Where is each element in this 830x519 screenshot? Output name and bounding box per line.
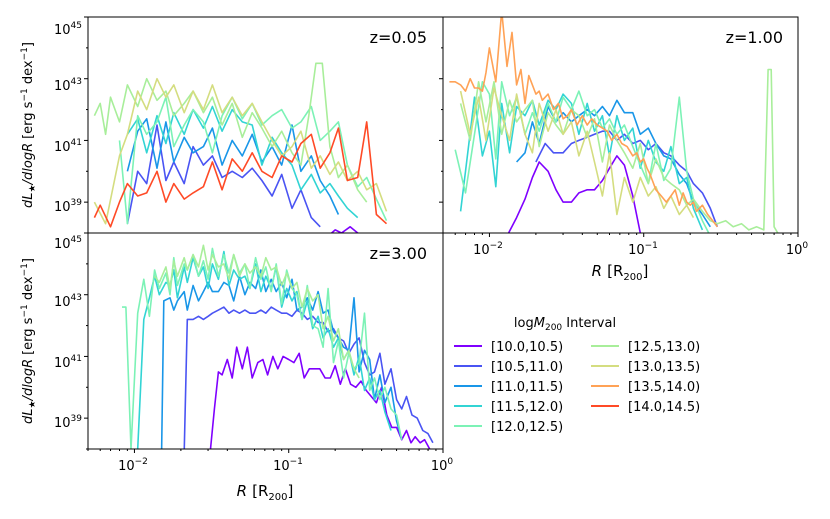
series-line-[10.0,10.5) [507,155,642,233]
ytick-label-43-top: 1043 [54,77,82,94]
legend-label-12.5: [12.5,13.0) [628,340,700,355]
yaxis-label-bottom: dL★/dlogR[erg s−1 dex−1] [20,258,38,424]
series-line-[10.5,11.0) [126,124,321,228]
legend-label-13.5: [13.5,14.0) [628,380,700,395]
series-line-[12.5,13.0) [459,68,779,233]
legend-label-11.0: [11.0,11.5) [491,380,563,395]
ytick-label-41-top: 1041 [54,138,82,155]
panel-title-z300: z=3.00 [370,244,427,263]
legend-title: logM200 Interval [514,316,616,333]
xtick-label-1e0-top: 100 [786,241,809,258]
legend-label-12.0: [12.0,12.5) [491,420,563,435]
series-line-[12.0,12.5) [118,96,388,225]
legend-label-10.0: [10.0,10.5) [491,340,563,355]
series-line-[11.0,11.5) [516,99,711,228]
legend-label-14.0: [14.0,14.5) [628,400,700,415]
series-line-[10.5,11.0) [183,306,434,449]
series-line-[11.5,12.0) [126,105,359,219]
series-line-[10.0,10.5) [209,346,431,449]
ytick-label-41-bottom: 1041 [54,354,82,371]
ytick-label-43-bottom: 1043 [54,293,82,310]
ytick-label-39-bottom: 1039 [54,414,82,431]
ytick-label-39-top: 1039 [54,198,82,215]
yaxis-label-top: dL★/dlogR[erg s−1 dex−1] [20,42,38,208]
legend-label-11.5: [11.5,12.0) [491,400,563,415]
legend: logM200 Interval [10.0,10.5) [10.5,11.0)… [454,316,700,435]
series-line-[11.0,11.5) [126,118,340,215]
panel-z300-lines [122,244,434,449]
xaxis-label-bottom: R [R200] [237,482,294,503]
series-line-[13.0,13.5) [93,77,388,225]
legend-label-10.5: [10.5,11.0) [491,360,563,375]
series-line-[12.5,13.0) [93,62,368,203]
xtick-label-1e-1-bottom: 10−1 [273,457,303,474]
panel-z100-lines [449,17,779,233]
series-line-[11.5,12.0) [136,250,392,449]
series-line-[10.0,10.5) [330,226,361,233]
series-line-[14.0,14.5) [93,121,388,228]
xtick-label-1e-1-top: 10−1 [628,241,658,258]
panel-title-z005: z=0.05 [370,28,427,47]
axes [84,16,799,453]
xtick-label-1e0-bottom: 100 [431,457,454,474]
ytick-label-45-top: 1045 [54,21,82,38]
xaxis-label-top: R [R200] [592,262,649,283]
series-line-[12.0,12.5) [122,247,403,449]
panel-z100-frame [442,16,799,234]
panel-z300-frame [87,232,444,450]
series-line-[12.0,12.5) [454,81,710,233]
xtick-label-1e-2-bottom: 10−2 [118,457,148,474]
ytick-label-45-bottom: 1045 [54,235,82,252]
legend-label-13.0: [13.0,13.5) [628,360,700,375]
series-line-[12.5,13.0) [153,244,360,379]
panel-title-z100: z=1.00 [726,28,783,47]
series-line-[13.0,13.5) [459,87,695,218]
panel-z005-lines [93,62,388,233]
series-line-[13.5,14.0) [449,17,718,228]
xtick-label-1e-2-top: 10−2 [473,241,503,258]
